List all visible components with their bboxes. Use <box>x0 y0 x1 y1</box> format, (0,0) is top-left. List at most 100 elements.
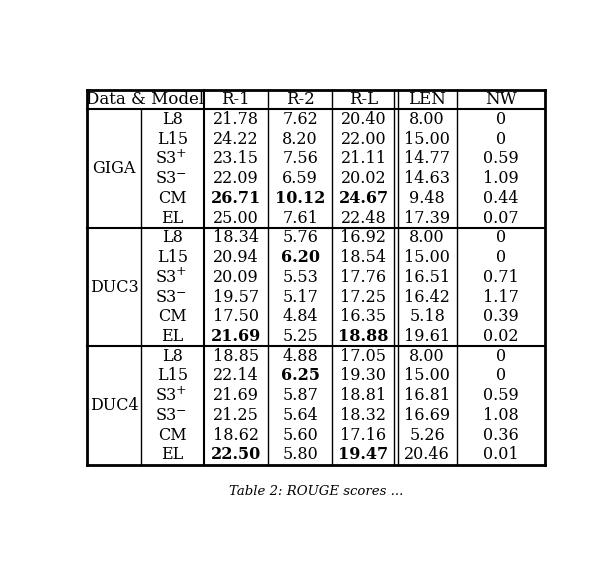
Text: S3: S3 <box>156 170 177 187</box>
Text: 16.51: 16.51 <box>404 269 450 286</box>
Text: 0.59: 0.59 <box>483 387 519 404</box>
Text: 22.14: 22.14 <box>213 368 259 385</box>
Text: 6.20: 6.20 <box>281 249 320 266</box>
Text: 20.40: 20.40 <box>341 111 386 128</box>
Text: Data & Model: Data & Model <box>86 91 204 108</box>
Text: 18.54: 18.54 <box>341 249 386 266</box>
Text: 1.08: 1.08 <box>483 407 519 424</box>
Text: 21.11: 21.11 <box>341 150 386 167</box>
Text: 0.44: 0.44 <box>483 190 519 207</box>
Text: +: + <box>176 384 187 397</box>
Text: 0: 0 <box>496 348 506 365</box>
Text: S3: S3 <box>156 407 177 424</box>
Text: EL: EL <box>161 328 184 345</box>
Text: 22.00: 22.00 <box>341 130 386 147</box>
Text: 0.07: 0.07 <box>483 209 519 227</box>
Text: 15.00: 15.00 <box>404 249 450 266</box>
Text: 17.25: 17.25 <box>341 288 386 306</box>
Text: 7.56: 7.56 <box>282 150 318 167</box>
Text: 7.61: 7.61 <box>282 209 318 227</box>
Text: 8.20: 8.20 <box>282 130 318 147</box>
Text: 21.25: 21.25 <box>213 407 259 424</box>
Text: 21.69: 21.69 <box>211 328 261 345</box>
Text: R-2: R-2 <box>286 91 315 108</box>
Text: 21.78: 21.78 <box>213 111 259 128</box>
Text: 5.80: 5.80 <box>282 447 318 463</box>
Text: 10.12: 10.12 <box>275 190 325 207</box>
Text: 18.85: 18.85 <box>213 348 259 365</box>
Text: 5.18: 5.18 <box>409 308 445 325</box>
Text: 16.42: 16.42 <box>404 288 450 306</box>
Text: 8.00: 8.00 <box>410 229 445 246</box>
Text: −: − <box>176 404 186 416</box>
Text: 25.00: 25.00 <box>213 209 259 227</box>
Text: 1.17: 1.17 <box>483 288 519 306</box>
Text: 24.22: 24.22 <box>213 130 259 147</box>
Text: EL: EL <box>161 209 184 227</box>
Text: 0.01: 0.01 <box>483 447 519 463</box>
Text: LEN: LEN <box>408 91 446 108</box>
Text: 15.00: 15.00 <box>404 130 450 147</box>
Text: 17.05: 17.05 <box>341 348 386 365</box>
Text: 9.48: 9.48 <box>409 190 445 207</box>
Text: 8.00: 8.00 <box>410 111 445 128</box>
Text: 14.77: 14.77 <box>404 150 450 167</box>
Text: 16.69: 16.69 <box>404 407 450 424</box>
Text: 4.84: 4.84 <box>282 308 318 325</box>
Text: −: − <box>176 285 186 298</box>
Text: 16.92: 16.92 <box>341 229 386 246</box>
Text: 20.09: 20.09 <box>213 269 259 286</box>
Text: 18.32: 18.32 <box>341 407 386 424</box>
Text: CM: CM <box>158 308 187 325</box>
Text: 5.25: 5.25 <box>282 328 318 345</box>
Text: L8: L8 <box>162 229 183 246</box>
Text: 16.35: 16.35 <box>341 308 386 325</box>
Text: 21.69: 21.69 <box>213 387 259 404</box>
Text: 0.71: 0.71 <box>483 269 519 286</box>
Text: 14.63: 14.63 <box>404 170 450 187</box>
Text: 17.16: 17.16 <box>341 427 386 444</box>
Text: 20.94: 20.94 <box>213 249 259 266</box>
Text: 22.48: 22.48 <box>341 209 386 227</box>
Text: 5.26: 5.26 <box>409 427 445 444</box>
Text: 18.81: 18.81 <box>341 387 386 404</box>
Text: 0.02: 0.02 <box>483 328 519 345</box>
Text: 1.09: 1.09 <box>483 170 519 187</box>
Text: 5.53: 5.53 <box>282 269 318 286</box>
Text: 23.15: 23.15 <box>213 150 259 167</box>
Text: 5.64: 5.64 <box>282 407 318 424</box>
Text: 0: 0 <box>496 249 506 266</box>
Text: 26.71: 26.71 <box>211 190 261 207</box>
Text: 17.76: 17.76 <box>341 269 386 286</box>
Text: CM: CM <box>158 190 187 207</box>
Text: L8: L8 <box>162 111 183 128</box>
Text: R-1: R-1 <box>221 91 250 108</box>
Text: 7.62: 7.62 <box>282 111 318 128</box>
Text: 18.88: 18.88 <box>338 328 389 345</box>
Text: 19.47: 19.47 <box>338 447 389 463</box>
Text: 0: 0 <box>496 111 506 128</box>
Text: 19.61: 19.61 <box>404 328 450 345</box>
Text: 22.09: 22.09 <box>213 170 259 187</box>
Text: S3: S3 <box>156 269 177 286</box>
Text: EL: EL <box>161 447 184 463</box>
Text: NW: NW <box>485 91 517 108</box>
Text: −: − <box>176 166 186 180</box>
Text: L15: L15 <box>157 368 188 385</box>
Text: R-L: R-L <box>349 91 378 108</box>
Text: 19.30: 19.30 <box>341 368 386 385</box>
Text: 5.60: 5.60 <box>282 427 318 444</box>
Text: S3: S3 <box>156 387 177 404</box>
Text: 4.88: 4.88 <box>282 348 318 365</box>
Text: 5.76: 5.76 <box>282 229 318 246</box>
Text: GIGA: GIGA <box>92 160 136 177</box>
Text: 0.36: 0.36 <box>483 427 519 444</box>
Text: DUC4: DUC4 <box>90 397 139 414</box>
Text: 0: 0 <box>496 229 506 246</box>
Text: 5.87: 5.87 <box>282 387 318 404</box>
Text: 15.00: 15.00 <box>404 368 450 385</box>
Text: 0.39: 0.39 <box>483 308 519 325</box>
Text: L15: L15 <box>157 130 188 147</box>
Text: 24.67: 24.67 <box>338 190 389 207</box>
Text: 17.39: 17.39 <box>404 209 450 227</box>
